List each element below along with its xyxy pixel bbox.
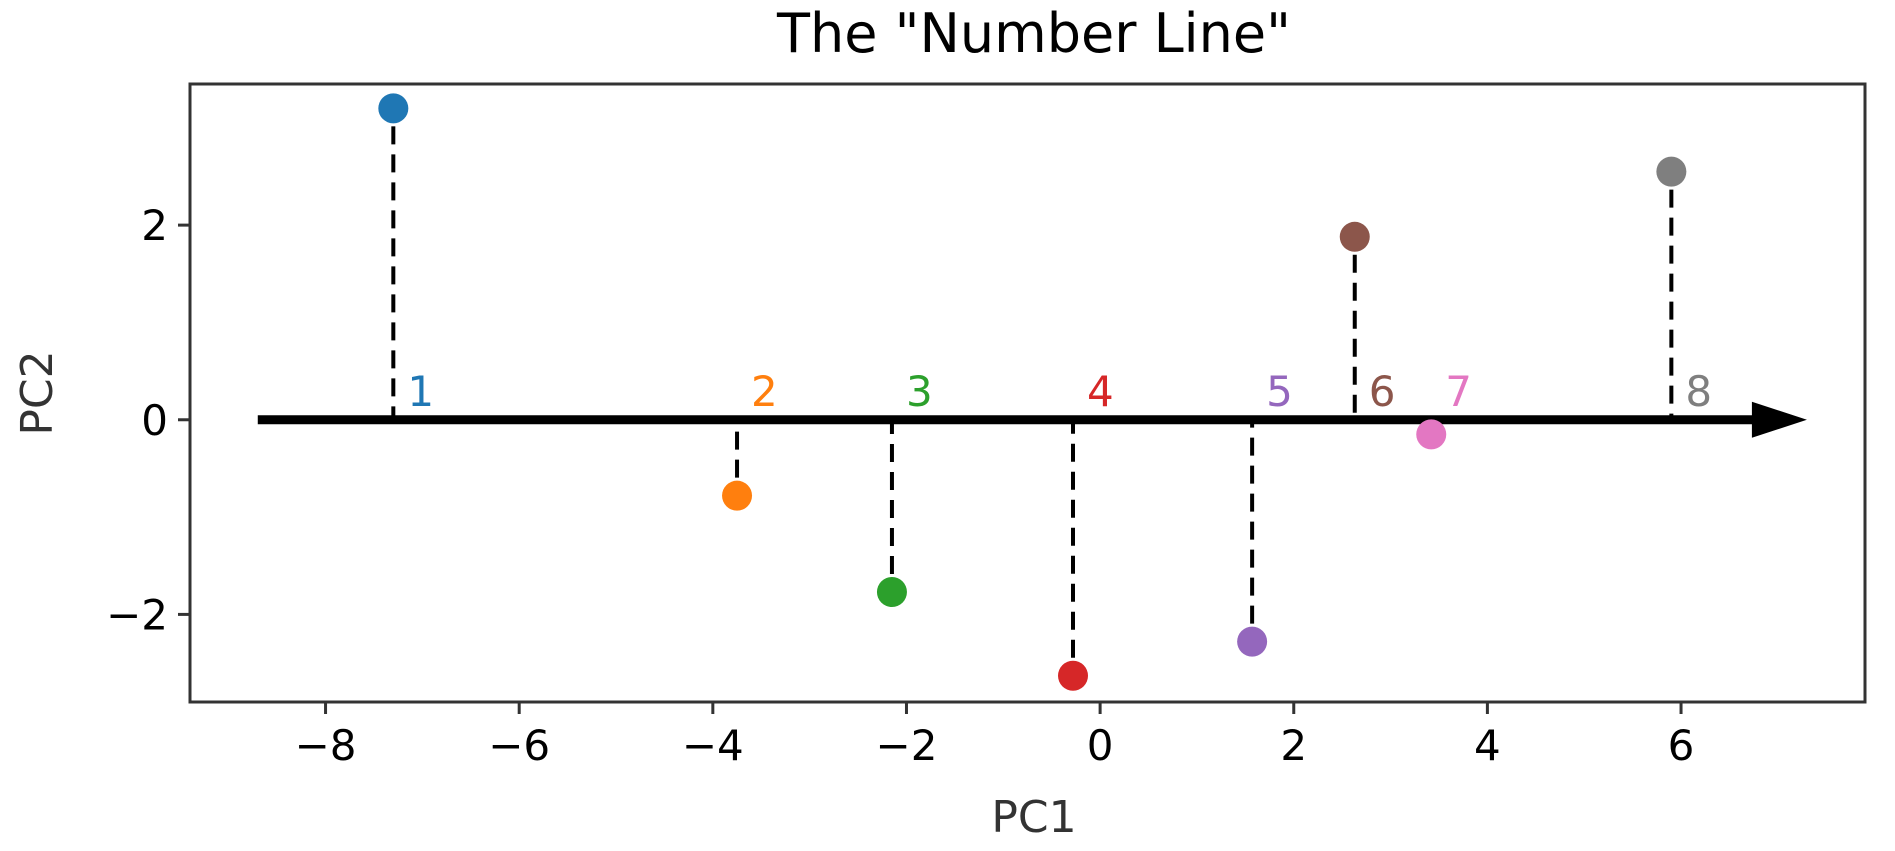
x-tick-label: −2	[876, 721, 938, 770]
data-point-7	[1416, 419, 1447, 450]
x-tick-label: 4	[1474, 721, 1501, 770]
data-point-3	[876, 577, 907, 608]
y-tick-label: 2	[141, 201, 168, 250]
number-line-arrowhead	[1751, 401, 1807, 438]
x-tick-label: 2	[1280, 721, 1307, 770]
point-label-8: 8	[1685, 367, 1712, 416]
y-tick-label: −2	[106, 590, 168, 639]
y-axis-label: PC2	[12, 350, 63, 435]
point-label-4: 4	[1087, 367, 1114, 416]
point-label-1: 1	[407, 367, 434, 416]
x-tick-label: −4	[682, 721, 744, 770]
drop-lines	[391, 126, 1674, 658]
data-point-1	[378, 93, 409, 124]
point-label-5: 5	[1266, 367, 1293, 416]
x-axis: −8 −6 −4 −2 0 2 4 6	[295, 702, 1695, 770]
point-label-6: 6	[1369, 367, 1396, 416]
y-tick-label: 0	[141, 396, 168, 445]
point-label-3: 3	[906, 367, 933, 416]
data-points	[378, 93, 1687, 691]
point-label-2: 2	[751, 367, 778, 416]
x-axis-label: PC1	[991, 792, 1076, 843]
x-tick-label: −6	[488, 721, 550, 770]
data-point-4	[1058, 660, 1089, 691]
plot-frame	[188, 82, 1867, 704]
data-point-2	[722, 480, 753, 511]
chart-title: The "Number Line"	[776, 2, 1291, 65]
number-line-arrow	[257, 401, 1807, 438]
x-tick-label: −8	[295, 721, 357, 770]
data-point-8	[1656, 156, 1687, 187]
data-point-5	[1237, 626, 1268, 657]
data-point-6	[1339, 221, 1370, 252]
x-tick-label: 0	[1087, 721, 1114, 770]
point-label-7: 7	[1445, 367, 1472, 416]
x-tick-label: 6	[1668, 721, 1695, 770]
y-axis: −2 0 2	[106, 201, 190, 639]
